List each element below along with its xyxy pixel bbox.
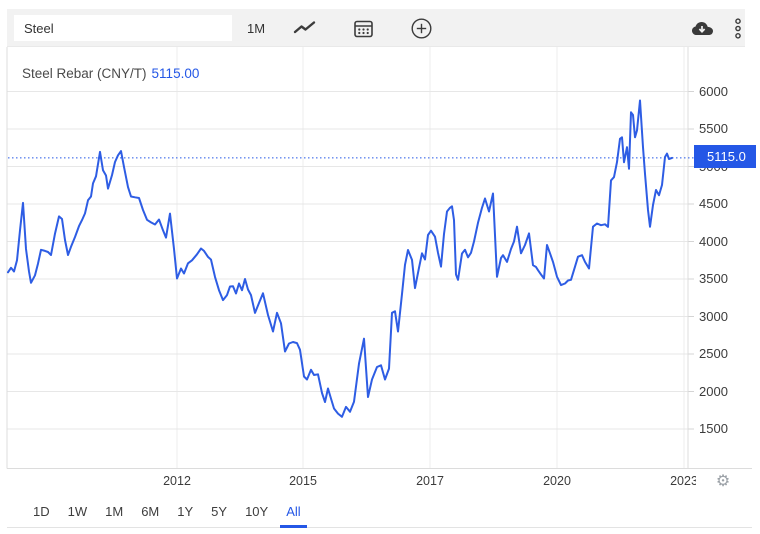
chart-type-button[interactable] [291,9,319,47]
range-selector: 1D 1W 1M 6M 1Y 5Y 10Y All [7,495,752,528]
x-axis-tick-label: 2023 [670,474,696,488]
range-button-label: 10Y [245,503,269,519]
range-button-all[interactable]: All [279,495,307,528]
chart-title: Steel Rebar (CNY/T) 5115.00 [22,66,199,81]
range-button-label: 5Y [211,503,228,519]
x-axis-tick-label: 2017 [416,474,444,488]
range-button-10y[interactable]: 10Y [238,495,275,527]
range-button-1y[interactable]: 1Y [170,495,200,527]
active-range-underline [280,525,307,528]
range-button-label: 1W [67,503,88,519]
y-axis-tick-label: 2500 [699,346,728,361]
toolbar: 1M [7,9,745,47]
range-button-label: 6M [141,503,160,519]
current-price: 5115.00 [151,66,200,81]
range-button-1m[interactable]: 1M [98,495,130,527]
y-axis-tick-label: 1500 [699,421,728,436]
y-axis-tick-label: 4000 [699,233,728,249]
range-button-1w[interactable]: 1W [61,495,95,527]
range-button-label: 1M [105,503,124,519]
download-button[interactable] [688,9,716,47]
range-button-label: All [286,503,301,519]
y-axis-tick-label: 3000 [699,308,728,324]
range-button-label: 1Y [177,503,194,519]
y-axis-tick-label: 2000 [699,383,728,399]
current-price-axis-label: 5115.0 [694,145,756,168]
add-indicator-button[interactable] [407,9,435,47]
range-button-5y[interactable]: 5Y [204,495,234,527]
line-chart-icon [293,20,317,36]
x-axis-tick-label: 2015 [289,474,317,488]
range-button-6m[interactable]: 6M [134,495,166,527]
y-axis-labels: 6000550050004500400035003000250020001500 [699,0,759,470]
gear-icon: ⚙ [715,473,731,490]
x-axis-tick-label: 2012 [163,474,191,488]
y-axis-tick-label: 4500 [699,196,728,211]
x-axis-labels: 2012 2015 2017 2020 2023 [0,473,696,490]
calendar-button[interactable] [349,9,377,47]
calendar-icon [353,19,373,38]
kebab-menu-icon [734,17,742,39]
y-axis-tick-label: 6000 [699,83,728,99]
plus-circle-icon [410,17,432,39]
instrument-name: Steel Rebar (CNY/T) [22,66,147,81]
more-menu-button[interactable] [727,9,749,47]
range-button-1d[interactable]: 1D [26,495,57,527]
cloud-download-icon [691,20,714,36]
y-axis-tick-label: 3500 [699,271,728,286]
y-axis-tick-label: 5500 [699,121,728,136]
price-line-series [7,99,673,418]
x-axis-tick-label: 2020 [543,474,571,488]
search-input[interactable] [14,15,232,41]
interval-select[interactable]: 1M [239,9,273,47]
settings-button[interactable]: ⚙ [712,471,734,493]
range-button-label: 1D [33,503,50,519]
